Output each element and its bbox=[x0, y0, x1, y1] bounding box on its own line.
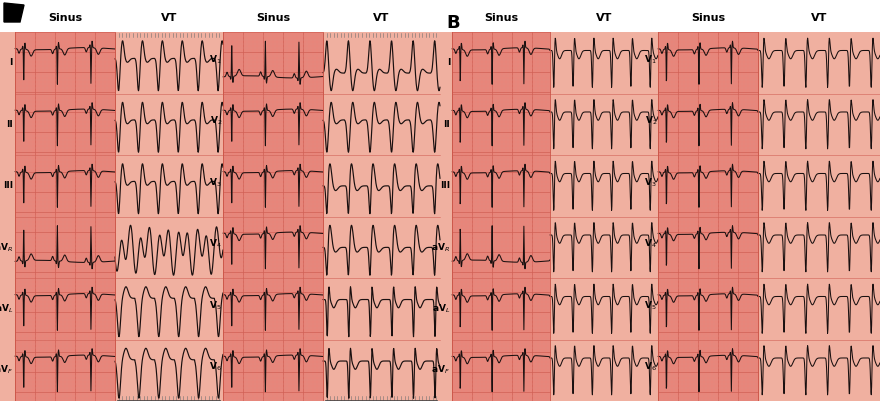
Text: I: I bbox=[447, 58, 450, 67]
Bar bbox=[15, 32, 115, 401]
Bar bbox=[223, 32, 323, 401]
Text: I: I bbox=[10, 58, 13, 67]
Bar bbox=[658, 32, 758, 401]
Text: aV$_L$: aV$_L$ bbox=[0, 302, 13, 315]
Text: II: II bbox=[6, 120, 13, 129]
Text: Sinus: Sinus bbox=[691, 12, 725, 22]
Bar bbox=[323, 32, 440, 401]
Text: III: III bbox=[3, 181, 13, 190]
Text: V$_6$: V$_6$ bbox=[644, 361, 657, 373]
Text: aV$_F$: aV$_F$ bbox=[431, 364, 450, 377]
Text: V$_5$: V$_5$ bbox=[209, 300, 222, 312]
Bar bbox=[0, 32, 440, 401]
Text: VT: VT bbox=[810, 12, 827, 22]
Bar bbox=[115, 32, 223, 401]
Text: V$_2$: V$_2$ bbox=[644, 115, 657, 128]
Bar bbox=[323, 395, 440, 401]
Bar bbox=[323, 32, 440, 38]
Text: Sinus: Sinus bbox=[484, 12, 518, 22]
Text: aV$_R$: aV$_R$ bbox=[431, 241, 450, 253]
Text: aV$_L$: aV$_L$ bbox=[432, 302, 450, 315]
Text: V$_1$: V$_1$ bbox=[644, 53, 657, 66]
Text: V$_6$: V$_6$ bbox=[209, 361, 222, 373]
Text: B: B bbox=[446, 14, 459, 32]
Text: aV$_F$: aV$_F$ bbox=[0, 364, 13, 377]
Text: V$_4$: V$_4$ bbox=[209, 238, 222, 251]
Bar bbox=[440, 0, 880, 32]
Bar bbox=[452, 32, 550, 401]
Text: VT: VT bbox=[596, 12, 612, 22]
Bar bbox=[0, 0, 440, 32]
Text: V$_3$: V$_3$ bbox=[644, 176, 657, 189]
Text: V$_5$: V$_5$ bbox=[644, 300, 657, 312]
Polygon shape bbox=[4, 3, 24, 22]
Text: V$_2$: V$_2$ bbox=[209, 115, 222, 128]
Text: VT: VT bbox=[161, 12, 177, 22]
Bar bbox=[115, 395, 223, 401]
Text: V$_4$: V$_4$ bbox=[644, 238, 657, 251]
Text: V$_3$: V$_3$ bbox=[209, 176, 222, 189]
Bar bbox=[115, 32, 223, 38]
Text: VT: VT bbox=[373, 12, 390, 22]
Bar bbox=[758, 32, 880, 401]
Text: V$_1$: V$_1$ bbox=[209, 53, 222, 66]
Bar bbox=[440, 32, 880, 401]
Text: aV$_R$: aV$_R$ bbox=[0, 241, 13, 253]
Text: II: II bbox=[444, 120, 450, 129]
Text: III: III bbox=[440, 181, 450, 190]
Text: Sinus: Sinus bbox=[256, 12, 290, 22]
Text: Sinus: Sinus bbox=[48, 12, 82, 22]
Bar bbox=[550, 32, 658, 401]
